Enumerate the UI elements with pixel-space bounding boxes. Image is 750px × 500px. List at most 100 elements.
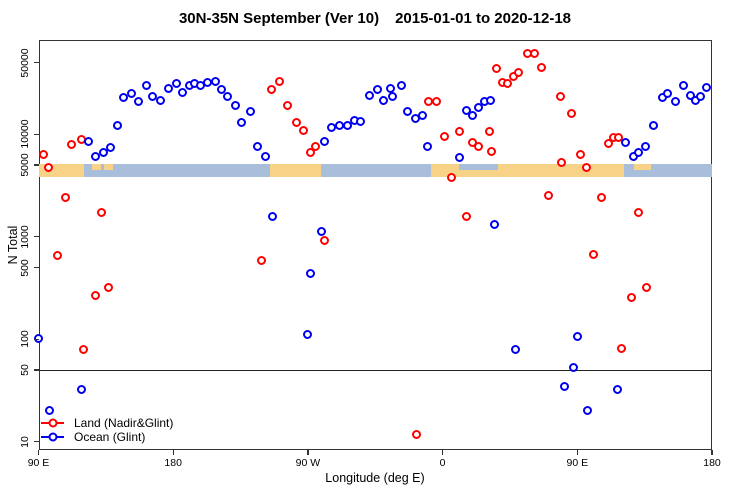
data-point-land xyxy=(626,292,636,302)
data-point-ocean xyxy=(662,89,672,99)
data-point-land xyxy=(473,141,483,151)
data-point-ocean xyxy=(670,97,680,107)
data-point-ocean xyxy=(461,105,471,115)
coast-band-segment-ocean xyxy=(321,163,431,177)
coast-band-segment-land xyxy=(270,163,322,177)
y-tick xyxy=(33,441,39,443)
coast-band-patch-land xyxy=(92,163,102,171)
data-point-land xyxy=(439,131,449,141)
data-point-ocean xyxy=(485,95,495,105)
data-point-ocean xyxy=(267,211,277,221)
legend-circle-ocean xyxy=(48,432,57,442)
data-point-land xyxy=(305,147,315,157)
data-point-ocean xyxy=(245,106,255,116)
legend-marker-land-icon xyxy=(41,418,64,429)
x-tick xyxy=(307,450,309,455)
data-point-ocean xyxy=(90,151,100,161)
data-point-ocean xyxy=(467,111,477,121)
data-point-ocean xyxy=(155,95,165,105)
coast-band-patch-land xyxy=(634,163,652,171)
data-point-land xyxy=(319,235,329,245)
data-point-ocean xyxy=(640,141,650,151)
data-point-ocean xyxy=(83,137,93,147)
data-point-ocean xyxy=(171,78,181,88)
data-point-land xyxy=(446,172,456,182)
legend-label-ocean: Ocean (Glint) xyxy=(74,430,146,444)
x-tick xyxy=(711,450,713,455)
data-point-ocean xyxy=(473,102,483,112)
data-point-land xyxy=(66,139,76,149)
data-point-ocean xyxy=(163,83,173,93)
data-point-ocean xyxy=(364,90,374,100)
data-point-ocean xyxy=(454,152,464,162)
data-point-land xyxy=(633,207,643,217)
x-tick-label: 180 xyxy=(703,457,721,469)
x-tick xyxy=(37,450,40,455)
data-point-land xyxy=(431,96,441,106)
data-point-ocean xyxy=(402,106,412,116)
data-point-ocean xyxy=(355,116,365,126)
data-point-ocean xyxy=(489,220,499,230)
data-point-ocean xyxy=(701,82,711,92)
data-point-ocean xyxy=(141,81,151,91)
legend-item-land: Land (Nadir&Glint) xyxy=(41,416,173,430)
y-tick xyxy=(33,266,39,269)
data-point-ocean xyxy=(147,91,157,101)
data-point-land xyxy=(603,138,613,148)
data-point-ocean xyxy=(378,95,388,105)
data-point-ocean xyxy=(202,77,212,87)
y-tick-label: 50 xyxy=(19,364,31,376)
y-axis-title: N Total xyxy=(6,225,20,265)
x-axis-title: Longitude (deg E) xyxy=(325,471,425,485)
data-point-land xyxy=(596,192,606,202)
data-point-ocean xyxy=(620,137,630,147)
y-tick xyxy=(33,236,39,238)
y-tick-label: 50000 xyxy=(19,48,31,78)
data-point-ocean xyxy=(44,405,54,415)
data-point-land xyxy=(575,149,585,159)
y-tick-label: 100 xyxy=(19,330,31,349)
data-point-ocean xyxy=(252,141,262,151)
data-point-land xyxy=(454,126,464,136)
y-tick xyxy=(33,164,39,166)
data-point-ocean xyxy=(316,226,326,236)
data-point-land xyxy=(60,192,70,202)
data-point-land xyxy=(43,162,53,172)
data-point-ocean xyxy=(98,147,108,157)
x-tick xyxy=(576,450,578,455)
data-point-ocean xyxy=(133,97,143,107)
data-point-ocean xyxy=(510,344,520,354)
data-point-ocean xyxy=(76,384,86,394)
x-tick xyxy=(172,450,174,455)
x-tick xyxy=(441,450,444,455)
data-point-ocean xyxy=(396,81,406,91)
data-point-ocean xyxy=(372,85,382,95)
data-point-ocean xyxy=(657,93,667,103)
data-point-land xyxy=(291,117,301,127)
data-point-land xyxy=(38,149,48,159)
data-point-land xyxy=(484,126,494,136)
data-point-ocean xyxy=(678,81,688,91)
data-point-land xyxy=(78,344,88,354)
x-tick-label: 0 xyxy=(439,457,446,469)
y-tick xyxy=(33,61,39,64)
data-point-ocean xyxy=(210,76,220,86)
x-tick-label: 180 xyxy=(164,457,182,469)
chart-title-range: 30N-35N September (Ver 10) xyxy=(178,10,380,27)
data-point-ocean xyxy=(319,137,329,147)
data-point-ocean xyxy=(177,87,187,97)
data-point-ocean xyxy=(422,141,432,151)
data-point-land xyxy=(256,255,266,265)
y-tick xyxy=(33,133,39,135)
y-tick xyxy=(33,338,39,340)
data-point-ocean xyxy=(112,121,122,131)
x-tick-label: 90 E xyxy=(27,457,50,469)
data-point-ocean xyxy=(305,269,315,279)
data-point-ocean xyxy=(417,111,427,121)
data-point-land xyxy=(52,250,62,260)
y-tick-label: 10 xyxy=(19,435,31,448)
data-point-ocean xyxy=(387,91,397,101)
data-point-ocean xyxy=(222,91,232,101)
data-point-land xyxy=(486,147,496,157)
